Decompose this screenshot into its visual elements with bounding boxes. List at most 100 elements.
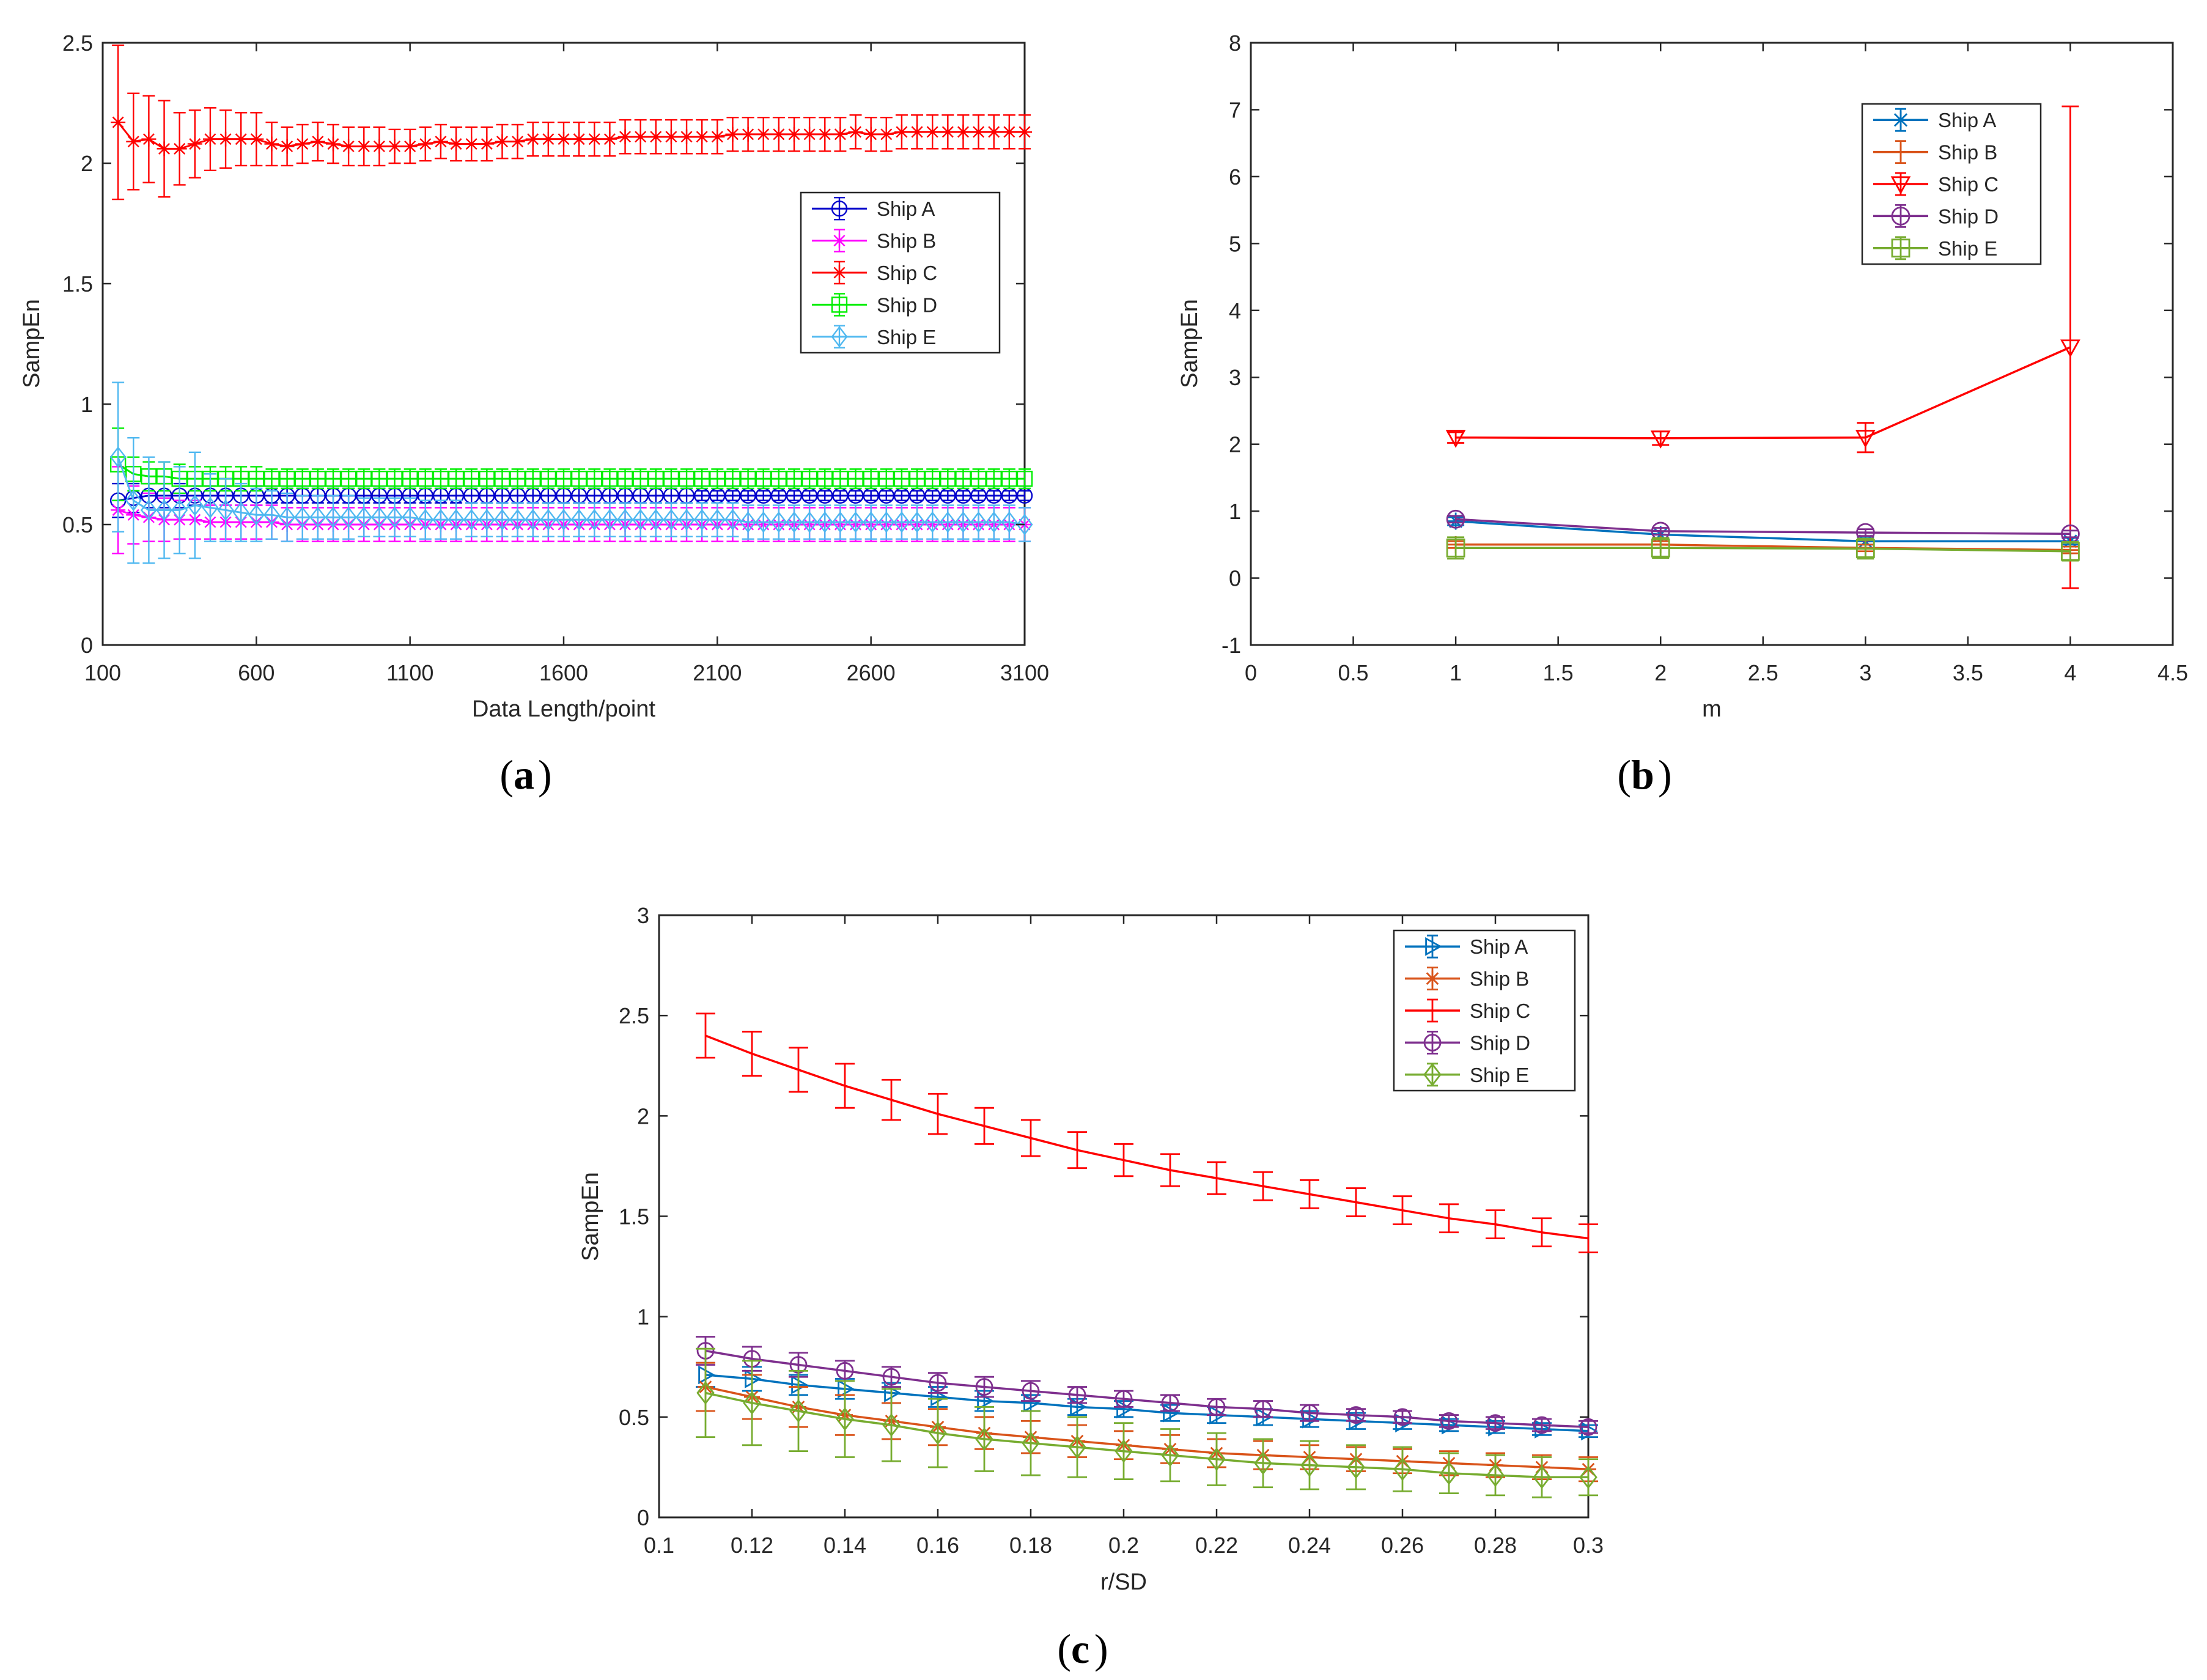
chart-c: 0.1 0.12 0.14 0.16 0.18 0.2 0.22 0.24 0.26 0.28 0.… [578, 903, 1604, 1672]
data-point [372, 139, 387, 154]
data-point [232, 501, 249, 523]
error-bar [1652, 537, 1670, 559]
ticks-a: 100 600 1100 1600 2100 2600 3100 0 0.5 1 1.5 2 2.5 [62, 31, 1049, 685]
data-point [279, 506, 296, 528]
error-bar [928, 1398, 948, 1468]
error-bar [373, 497, 386, 537]
error-bar [1346, 1187, 1366, 1217]
error-bar [1439, 1452, 1459, 1494]
panel-label-b-letter: b [1631, 751, 1654, 798]
series-line [705, 1034, 1589, 1240]
error-bar [941, 504, 954, 540]
data-point [356, 139, 372, 154]
y-tick-label: 2.5 [62, 31, 93, 56]
data-point [140, 499, 157, 521]
data-point [355, 506, 372, 528]
error-bar [1300, 1179, 1319, 1209]
error-bar [250, 487, 263, 542]
data-point [587, 131, 602, 147]
error-bar [158, 461, 171, 559]
series-c-2 [696, 1012, 1598, 1253]
data-point [929, 1374, 947, 1392]
data-point [786, 511, 803, 533]
data-point [125, 490, 142, 512]
data-point [894, 124, 909, 139]
error-bar [975, 1376, 994, 1398]
y-tick-label: 0 [637, 1505, 649, 1530]
y-axis-label-a: SampEn [19, 299, 45, 388]
data-point [863, 127, 879, 142]
error-bar [895, 490, 908, 501]
error-bar [834, 468, 847, 490]
x-tick-label: 3.5 [1953, 660, 1983, 685]
error-bar [342, 468, 355, 490]
series-c-4 [696, 1347, 1598, 1498]
error-bar [849, 468, 862, 490]
error-bar [511, 468, 524, 490]
data-point [326, 136, 341, 152]
x-tick-label: 100 [84, 660, 121, 685]
legend-label: Ship C [877, 262, 937, 284]
data-point [295, 136, 310, 152]
data-point [1115, 1390, 1133, 1408]
error-bar [1532, 1456, 1552, 1498]
data-point [663, 509, 680, 531]
legend-marker [1890, 176, 1911, 194]
y-tick-label: 0.5 [619, 1405, 649, 1430]
data-point [816, 511, 833, 533]
data-point [510, 134, 525, 149]
data-point [770, 511, 787, 533]
legend-a: Ship A Ship B Ship C Ship D Ship E [800, 191, 1001, 354]
error-bar [1579, 1223, 1598, 1253]
data-point [1446, 509, 1465, 529]
error-bar [911, 468, 924, 490]
error-bar [358, 497, 370, 537]
data-point [279, 139, 295, 154]
x-tick-label: 0 [1245, 660, 1257, 685]
data-point [448, 509, 465, 531]
error-bar [1346, 1408, 1366, 1422]
data-point [126, 134, 141, 149]
data-point [309, 506, 326, 528]
error-bar [1532, 1217, 1552, 1248]
error-bar [834, 504, 847, 540]
data-point [801, 511, 818, 533]
x-tick-label: 0.28 [1474, 1533, 1517, 1558]
data-point [863, 511, 880, 533]
data-point [157, 141, 172, 157]
data-point [1486, 1414, 1505, 1432]
error-bar [665, 502, 677, 537]
error-bar [803, 504, 816, 540]
error-bar [127, 437, 140, 564]
error-bar [327, 468, 339, 490]
x-tick-label: 2.5 [1748, 660, 1778, 685]
error-bar [742, 490, 754, 501]
data-point [1579, 1465, 1597, 1489]
error-bar [1439, 1203, 1459, 1234]
data-point [663, 129, 679, 144]
data-point [940, 124, 956, 139]
error-bar [342, 495, 355, 540]
error-bar [742, 504, 754, 540]
y-tick-label: 0 [1229, 566, 1241, 591]
data-point [449, 136, 464, 152]
error-bar [680, 468, 693, 490]
error-bar [1393, 1446, 1412, 1492]
data-point [156, 499, 173, 521]
error-bar [1857, 528, 1874, 537]
data-point [263, 504, 280, 526]
data-point [495, 134, 510, 149]
legend-marker [831, 326, 848, 348]
marks-a [109, 44, 1033, 564]
error-bar [1486, 1416, 1505, 1430]
error-bar [465, 468, 478, 490]
legend-marker [1423, 1034, 1442, 1052]
error-bar [542, 468, 555, 490]
error-bar [972, 468, 985, 490]
data-point [971, 124, 986, 139]
error-bar [819, 468, 831, 490]
error-bar [726, 468, 739, 490]
x-tick-label: 0.12 [731, 1533, 773, 1558]
error-bar [696, 490, 709, 501]
data-point [925, 124, 940, 139]
